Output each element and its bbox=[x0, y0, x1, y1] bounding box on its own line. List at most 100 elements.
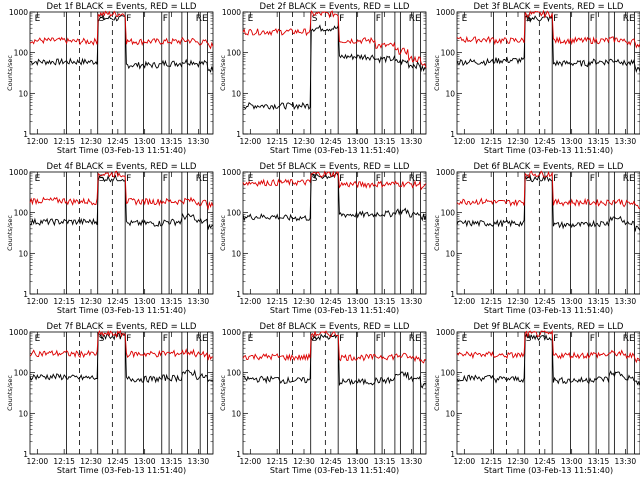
event-marker: F bbox=[126, 174, 131, 184]
x-tick-label: 13:30 bbox=[615, 297, 637, 306]
x-tick-label: 12:00 bbox=[454, 297, 476, 306]
event-marker: F bbox=[339, 14, 344, 24]
x-tick-label: 12:15 bbox=[480, 457, 502, 466]
x-tick-label: 12:00 bbox=[27, 297, 49, 306]
event-marker: F bbox=[163, 14, 168, 24]
chart-title: Det 8f BLACK = Events, RED = LLD bbox=[260, 322, 410, 332]
event-marker: E bbox=[248, 14, 254, 24]
x-tick-label: 13:15 bbox=[374, 297, 396, 306]
events-series-line bbox=[456, 174, 640, 232]
lld-series-line bbox=[242, 170, 427, 191]
lld-series-line bbox=[29, 170, 214, 211]
y-tick-label: 1000 bbox=[222, 168, 241, 177]
x-tick-label: 13:00 bbox=[347, 297, 369, 306]
plot-frame bbox=[456, 11, 640, 135]
events-series-line bbox=[456, 333, 640, 386]
x-tick-label: 12:15 bbox=[480, 297, 502, 306]
x-tick-label: 13:30 bbox=[188, 457, 210, 466]
x-axis-label: Start Time (03-Feb-13 11:51:40) bbox=[270, 466, 399, 475]
x-tick-label: 13:30 bbox=[401, 297, 423, 306]
event-marker: RE bbox=[409, 334, 421, 344]
event-marker: E bbox=[248, 334, 254, 344]
y-tick-label: 1000 bbox=[436, 168, 455, 177]
chart-panel-1: Det 1f BLACK = Events, RED = LLD 1 10 100 10… bbox=[6, 2, 214, 155]
x-tick-label: 12:15 bbox=[480, 137, 502, 146]
event-marker: F bbox=[376, 334, 381, 344]
x-tick-label: 13:15 bbox=[588, 457, 610, 466]
y-tick-label: 1000 bbox=[222, 328, 241, 337]
y-tick-label: 1 bbox=[23, 450, 28, 459]
event-marker: F bbox=[590, 14, 595, 24]
x-tick-label: 13:30 bbox=[188, 137, 210, 146]
y-axis-label: Counts/sec bbox=[433, 215, 441, 251]
x-tick-label: 13:00 bbox=[561, 297, 583, 306]
x-tick-label: 12:30 bbox=[293, 137, 315, 146]
event-marker: F bbox=[590, 334, 595, 344]
x-tick-label: 12:00 bbox=[454, 457, 476, 466]
y-tick-label: 10 bbox=[231, 89, 241, 98]
event-marker: E bbox=[35, 14, 41, 24]
x-tick-label: 12:00 bbox=[454, 137, 476, 146]
x-tick-label: 13:15 bbox=[161, 297, 183, 306]
chart-panel-6: Det 6f BLACK = Events, RED = LLD 1 10 100 10… bbox=[433, 162, 640, 315]
event-marker: RE bbox=[623, 334, 635, 344]
y-tick-label: 1000 bbox=[436, 8, 455, 17]
event-marker: F bbox=[163, 174, 168, 184]
y-tick-label: 1 bbox=[236, 130, 241, 139]
x-tick-label: 12:30 bbox=[507, 137, 529, 146]
x-tick-label: 12:00 bbox=[240, 457, 262, 466]
x-tick-label: 13:30 bbox=[401, 457, 423, 466]
y-tick-label: 10 bbox=[18, 89, 28, 98]
x-tick-label: 12:15 bbox=[53, 137, 75, 146]
event-marker: S bbox=[312, 174, 318, 184]
x-axis-label: Start Time (03-Feb-13 11:51:40) bbox=[270, 146, 399, 155]
x-tick-label: 12:15 bbox=[266, 137, 288, 146]
y-axis-label: Counts/sec bbox=[6, 215, 14, 251]
y-tick-label: 100 bbox=[227, 369, 242, 378]
events-series-line bbox=[29, 174, 214, 230]
event-marker: RE bbox=[409, 174, 421, 184]
event-marker: S bbox=[312, 334, 318, 344]
y-axis-label: Counts/sec bbox=[6, 55, 14, 91]
event-marker: RE bbox=[623, 174, 635, 184]
y-tick-label: 100 bbox=[441, 369, 456, 378]
event-marker: E bbox=[462, 334, 468, 344]
chart-title: Det 9f BLACK = Events, RED = LLD bbox=[474, 322, 624, 332]
event-marker: S bbox=[312, 14, 318, 24]
chart-title: Det 2f BLACK = Events, RED = LLD bbox=[260, 2, 410, 12]
x-tick-label: 12:45 bbox=[534, 457, 556, 466]
event-marker: F bbox=[553, 14, 558, 24]
event-marker: F bbox=[126, 14, 131, 24]
x-tick-label: 13:15 bbox=[161, 137, 183, 146]
chart-panel-7: Det 7f BLACK = Events, RED = LLD 1 10 100 10… bbox=[6, 322, 214, 475]
y-axis-label: Counts/sec bbox=[219, 375, 227, 411]
chart-panel-3: Det 3f BLACK = Events, RED = LLD 1 10 100 10… bbox=[433, 2, 640, 155]
event-marker: E bbox=[462, 14, 468, 24]
x-tick-label: 12:30 bbox=[507, 297, 529, 306]
x-tick-label: 12:45 bbox=[320, 297, 342, 306]
x-axis-label: Start Time (03-Feb-13 11:51:40) bbox=[57, 466, 186, 475]
plot-frame bbox=[456, 171, 640, 295]
x-tick-label: 13:15 bbox=[588, 297, 610, 306]
event-marker: F bbox=[163, 334, 168, 344]
y-tick-label: 1000 bbox=[9, 328, 28, 337]
event-marker: F bbox=[376, 174, 381, 184]
x-tick-label: 12:15 bbox=[266, 297, 288, 306]
chart-title: Det 5f BLACK = Events, RED = LLD bbox=[260, 162, 410, 172]
events-series-line bbox=[29, 331, 214, 384]
x-tick-label: 13:30 bbox=[615, 457, 637, 466]
x-tick-label: 12:45 bbox=[320, 137, 342, 146]
x-axis-label: Start Time (03-Feb-13 11:51:40) bbox=[270, 306, 399, 315]
plot-frame bbox=[29, 331, 214, 455]
x-tick-label: 13:00 bbox=[134, 297, 156, 306]
events-series-line bbox=[29, 14, 214, 73]
x-tick-label: 12:45 bbox=[107, 137, 129, 146]
y-tick-label: 10 bbox=[18, 409, 28, 418]
y-tick-label: 1 bbox=[450, 450, 455, 459]
x-tick-label: 12:45 bbox=[320, 457, 342, 466]
x-tick-label: 12:30 bbox=[80, 457, 102, 466]
y-tick-label: 10 bbox=[231, 249, 241, 258]
chart-panel-9: Det 9f BLACK = Events, RED = LLD 1 10 100 10… bbox=[433, 322, 640, 475]
x-tick-label: 12:30 bbox=[293, 457, 315, 466]
y-tick-label: 1000 bbox=[9, 168, 28, 177]
